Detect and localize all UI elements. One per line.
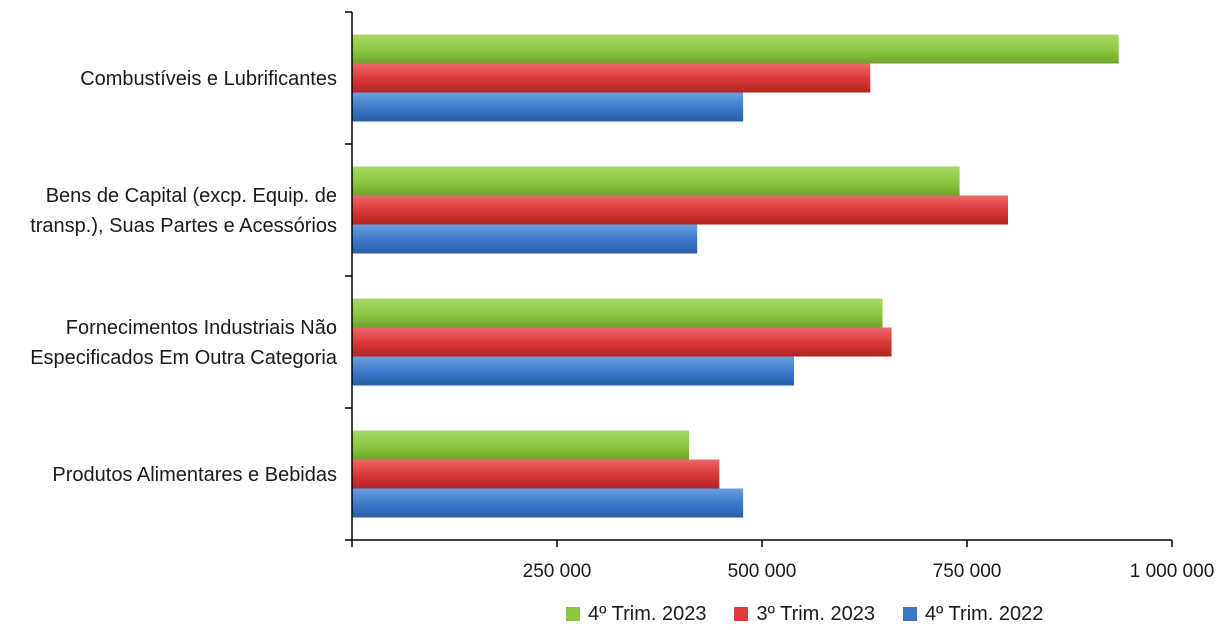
legend-item: 4º Trim. 2022 (902, 602, 1044, 626)
bar-3-series-3 (352, 356, 794, 386)
legend-item: 4º Trim. 2023 (566, 603, 706, 626)
axes-group (345, 11, 1173, 547)
bar-4-series-3 (352, 488, 744, 518)
bar-2-series-2 (352, 195, 1008, 225)
category-label: Fornecimentos Industriais Não (66, 317, 337, 339)
bar-3-series-1 (352, 298, 883, 328)
x-tick-label: 250 000 (523, 561, 592, 582)
bar-1-series-2 (352, 63, 871, 93)
bars-group (352, 34, 1119, 518)
bar-4-series-2 (352, 459, 720, 489)
bar-2-series-1 (352, 166, 960, 196)
legend-swatch (902, 607, 917, 621)
bar-2-series-3 (352, 224, 698, 254)
chart-legend: 4º Trim. 2023 3º Trim. 2023 4º Trim. 2022 (566, 600, 1043, 628)
category-label: Produtos Alimentares e Bebidas (52, 464, 337, 486)
x-tick-label: 750 000 (933, 561, 1002, 582)
category-label: Combustíveis e Lubrificantes (80, 68, 337, 90)
legend-swatch (566, 607, 580, 621)
category-label: transp.), Suas Partes e Acessórios (30, 215, 337, 237)
labels-group: 250 000 500 000 750 000 1 000 000 Combustíve… (30, 68, 1214, 582)
bar-chart: 250 000 500 000 750 000 1 000 000 Combustíve… (30, 11, 1214, 582)
legend-label: 3º Trim. 2023 (756, 602, 875, 625)
legend-label: 4º Trim. 2022 (924, 602, 1044, 625)
category-label: Especificados Em Outra Categoria (30, 347, 338, 369)
x-tick-label: 1 000 000 (1130, 561, 1215, 582)
bar-4-series-1 (352, 430, 690, 460)
legend-swatch (734, 607, 749, 621)
bar-1-series-1 (352, 34, 1119, 64)
x-tick-label: 500 000 (728, 561, 797, 582)
category-label: Bens de Capital (excp. Equip. de (46, 185, 337, 207)
legend-label: 4º Trim. 2023 (588, 602, 707, 625)
bar-1-series-3 (352, 92, 744, 122)
bar-3-series-2 (352, 327, 892, 357)
legend-item: 3º Trim. 2023 (734, 602, 875, 626)
